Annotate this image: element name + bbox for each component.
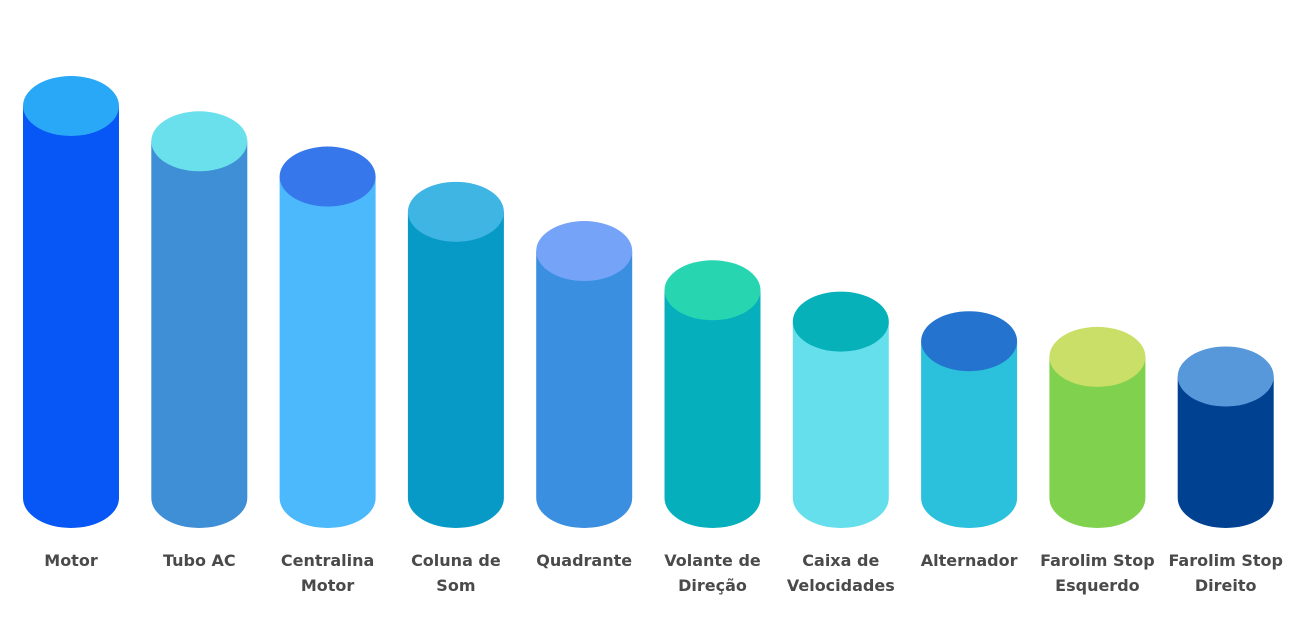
bars-group (23, 76, 1274, 529)
category-label: Farolim Stop Direito (1168, 551, 1283, 595)
category-label: Volante de Direção (664, 551, 761, 595)
bar-top-cap (792, 291, 889, 352)
bar-0 (23, 76, 119, 528)
category-labels: Motor Tubo AC Centralina Motor Coluna de Som Q… (44, 551, 1283, 595)
bar-1 (151, 111, 248, 528)
bar-2 (279, 146, 376, 528)
bar-body (1177, 376, 1274, 528)
bar-body (536, 251, 633, 529)
bar-top-cap (279, 146, 376, 207)
bar-body (792, 321, 889, 528)
bar-top-cap (921, 311, 1018, 372)
bar-top-cap (1177, 346, 1274, 407)
bar-top-cap (536, 221, 633, 282)
bar-top-cap (151, 111, 248, 172)
bar-top-cap (23, 76, 119, 136)
bar-body (279, 176, 376, 528)
bar-top-cap (1049, 326, 1146, 387)
bar-body (664, 290, 761, 528)
bar-top-cap (664, 260, 761, 321)
bar-body (407, 211, 504, 528)
bar-7 (921, 311, 1018, 528)
category-label: Alternador (921, 551, 1018, 570)
bar-8 (1049, 326, 1146, 528)
bar-top-cap (407, 181, 504, 242)
bar-4 (536, 221, 633, 529)
bar-9 (1177, 346, 1274, 528)
category-label: Caixa de Velocidades (787, 551, 895, 595)
bar-body (151, 141, 248, 528)
bar-6 (792, 291, 889, 528)
bar-3 (407, 181, 504, 528)
category-label: Quadrante (536, 551, 632, 570)
category-label: Motor (44, 551, 98, 570)
category-label: Coluna de Som (411, 551, 501, 595)
bar-body (921, 341, 1018, 528)
bar-body (1049, 356, 1146, 528)
category-label: Centralina Motor (281, 551, 374, 595)
bar-body (23, 106, 119, 528)
bar-5 (664, 260, 761, 528)
category-label: Tubo AC (163, 551, 236, 570)
category-label: Farolim Stop Esquerdo (1040, 551, 1155, 595)
